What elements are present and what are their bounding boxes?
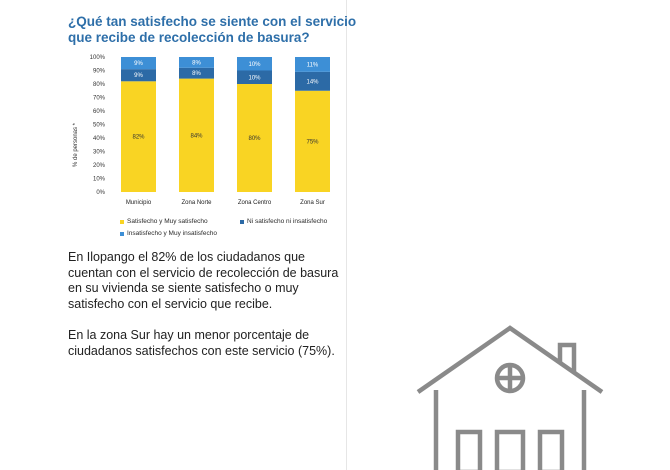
bar-segment (295, 90, 330, 192)
y-tick-label: 90% (93, 69, 106, 75)
legend-swatch-dark-blue (240, 219, 244, 224)
house-outline-icon (416, 325, 604, 470)
page-divider (346, 0, 347, 470)
bar-segment (237, 57, 272, 71)
data-label: 14% (306, 79, 319, 85)
y-tick-label: 0% (96, 190, 105, 196)
y-axis: 0% 10% 20% 30% 40% 50% 60% 70% 80% 90% 100% (90, 55, 106, 196)
data-label: 8% (192, 60, 201, 66)
legend-label: Insatisfecho y Muy insatisfecho (127, 230, 217, 237)
legend-swatch-yellow (120, 219, 124, 224)
legend-item-ni-satisfecho: Ni satisfecho ni insatisfecho (240, 218, 327, 225)
bar-segment (237, 70, 272, 84)
x-tick-label: Zona Centro (238, 200, 272, 206)
y-tick-label: 10% (93, 177, 106, 183)
data-label: 80% (248, 136, 261, 142)
y-axis-label: % de personas * (73, 122, 79, 167)
bar-segment (179, 67, 214, 79)
data-label: 84% (190, 133, 203, 139)
y-tick-label: 40% (93, 136, 106, 142)
bars: 82% 9% 9% 84% 8% 8% 80% 10% 10% 75% 14% 11% (121, 57, 330, 192)
x-tick-label: Municipio (126, 200, 152, 206)
bar-segment (179, 57, 214, 68)
bar-segment (237, 84, 272, 192)
y-tick-label: 100% (90, 55, 106, 61)
data-label: 10% (248, 75, 261, 81)
bar-segment (121, 69, 156, 82)
x-tick-label: Zona Norte (181, 200, 212, 206)
y-tick-label: 50% (93, 123, 106, 129)
bar-segment (295, 71, 330, 91)
summary-text: En Ilopango el 82% de los ciudadanos que… (68, 250, 343, 375)
legend-label: Satisfecho y Muy satisfecho (127, 218, 208, 225)
legend-swatch-light-blue (120, 231, 124, 236)
x-tick-label: Zona Sur (300, 200, 325, 206)
chart-title: ¿Qué tan satisfecho se siente con el ser… (68, 14, 357, 45)
legend-item-insatisfecho: Insatisfecho y Muy insatisfecho (120, 230, 217, 237)
legend-item-satisfecho: Satisfecho y Muy satisfecho (120, 218, 208, 225)
x-axis: Municipio Zona Norte Zona Centro Zona Sur (126, 200, 325, 206)
y-tick-label: 20% (93, 163, 106, 169)
data-label: 8% (192, 71, 201, 77)
y-tick-label: 80% (93, 82, 106, 88)
bar-segment (179, 78, 214, 192)
data-label: 10% (248, 62, 261, 68)
data-label: 82% (132, 135, 145, 141)
data-label: 9% (134, 73, 143, 79)
y-tick-label: 60% (93, 109, 106, 115)
data-label: 11% (307, 62, 319, 68)
summary-paragraph-2: En la zona Sur hay un menor porcentaje d… (68, 328, 335, 358)
summary-paragraph-1: En Ilopango el 82% de los ciudadanos que… (68, 250, 339, 311)
y-tick-label: 30% (93, 150, 106, 156)
bar-segment (121, 81, 156, 192)
bar-segment (295, 57, 330, 72)
stacked-bar-chart: 0% 10% 20% 30% 40% 50% 60% 70% 80% 90% 100% 82% 9% 9… (73, 55, 330, 206)
data-label: 75% (306, 139, 319, 145)
legend-label: Ni satisfecho ni insatisfecho (247, 218, 328, 225)
y-tick-label: 70% (93, 96, 106, 102)
data-label: 9% (134, 61, 143, 67)
bar-segment (121, 57, 156, 70)
